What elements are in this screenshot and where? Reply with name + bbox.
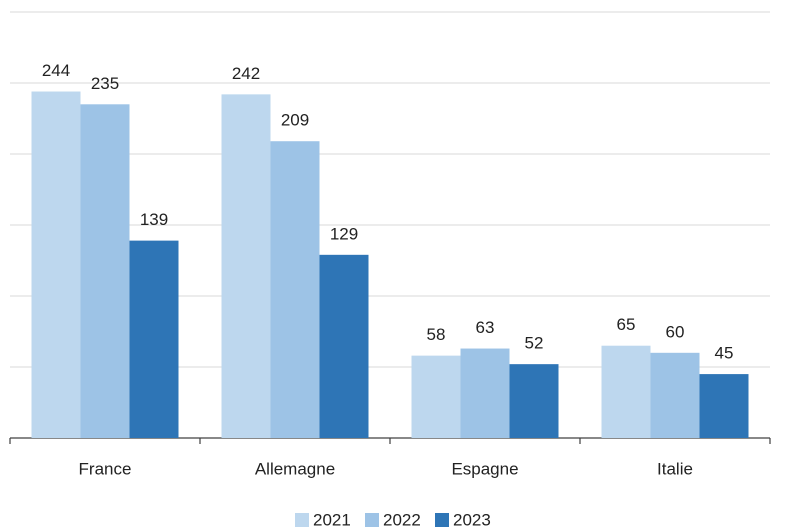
bar: [270, 141, 320, 438]
legend-swatch: [295, 513, 309, 527]
x-tick-label: Italie: [657, 459, 693, 478]
x-tick-label: Allemagne: [255, 459, 335, 478]
bar: [80, 104, 130, 439]
value-label: 242: [232, 64, 260, 83]
value-label: 235: [91, 74, 119, 93]
bar: [460, 348, 510, 438]
bar: [509, 364, 559, 438]
legend-swatch: [365, 513, 379, 527]
value-label: 45: [715, 344, 734, 363]
bar: [129, 240, 179, 438]
value-label: 63: [476, 318, 495, 337]
bar: [601, 345, 651, 438]
value-label: 244: [42, 61, 70, 80]
bar: [650, 352, 700, 438]
legend-label: 2022: [383, 510, 421, 529]
x-tick-label: France: [79, 459, 132, 478]
value-label: 65: [617, 315, 636, 334]
bar: [699, 374, 749, 438]
value-label: 60: [666, 322, 685, 341]
bar: [411, 355, 461, 438]
bar: [221, 94, 271, 439]
value-label: 129: [330, 224, 358, 243]
value-label: 139: [140, 210, 168, 229]
legend-swatch: [435, 513, 449, 527]
bar: [319, 254, 369, 438]
x-tick-label: Espagne: [451, 459, 518, 478]
value-label: 58: [427, 325, 446, 344]
bar: [31, 91, 81, 439]
value-label: 209: [281, 111, 309, 130]
value-label: 52: [525, 334, 544, 353]
legend-label: 2021: [313, 510, 351, 529]
legend-label: 2023: [453, 510, 491, 529]
